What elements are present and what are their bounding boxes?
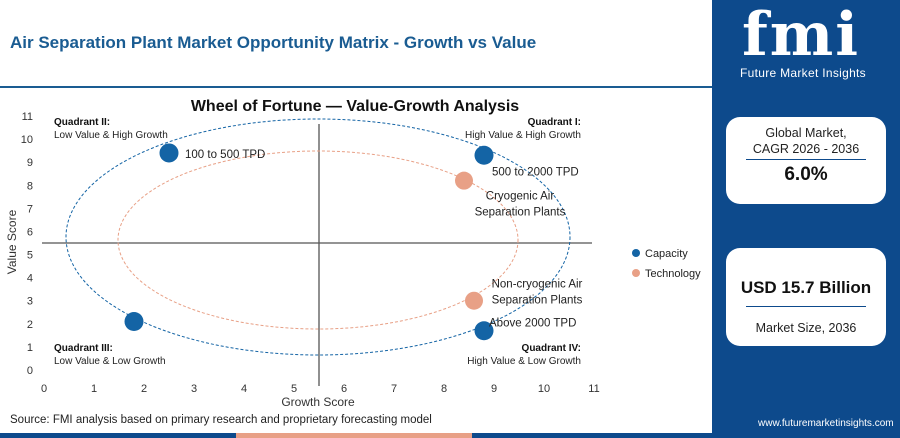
- legend-marker-capacity: [632, 249, 640, 257]
- quadrant-2-subtitle: Low Value & High Growth: [54, 130, 168, 141]
- point-label: 500 to 2000 TPD: [492, 166, 579, 178]
- bottom-bar-blue-2: [472, 433, 712, 438]
- fmi-logo: fmi: [742, 0, 861, 70]
- capacity-point: [124, 312, 144, 332]
- header-divider: [0, 86, 712, 88]
- legend-marker-technology: [632, 269, 640, 277]
- point-label: Non-cryogenic Air: [492, 279, 583, 291]
- x-tick-label: 0: [41, 383, 47, 395]
- capacity-point: [474, 321, 494, 341]
- x-tick-label: 10: [538, 383, 550, 395]
- point-label: 100 to 500 TPD: [185, 149, 265, 161]
- x-tick-label: 11: [588, 383, 599, 395]
- outer-capacity-ellipse: [65, 118, 571, 356]
- quadrant-2-title: Quadrant II:: [54, 117, 110, 128]
- x-tick-label: 1: [91, 383, 97, 395]
- quadrant-3-subtitle: Low Value & Low Growth: [54, 356, 166, 367]
- point-label: Separation Plants: [475, 207, 566, 219]
- opportunity-matrix-chart: Wheel of Fortune — Value-Growth Analysis…: [5, 98, 701, 409]
- legend-label-capacity: Capacity: [645, 248, 688, 260]
- source-note: Source: FMI analysis based on primary re…: [10, 414, 432, 426]
- x-axis-label: Growth Score: [281, 395, 355, 409]
- y-tick-label: 4: [27, 273, 33, 285]
- market-size-value: USD 15.7 Billion: [740, 278, 872, 297]
- x-tick-label: 3: [191, 383, 197, 395]
- chart-title: Wheel of Fortune — Value-Growth Analysis: [191, 98, 519, 115]
- point-label: Above 2000 TPD: [489, 318, 576, 330]
- y-tick-label: 1: [27, 342, 33, 354]
- y-tick-label: 5: [27, 250, 33, 262]
- x-tick-label: 5: [291, 383, 297, 395]
- x-tick-label: 7: [391, 383, 397, 395]
- technology-point: [455, 171, 473, 190]
- bottom-bar-blue: [0, 433, 236, 438]
- point-label: Cryogenic Air: [486, 191, 555, 203]
- technology-point: [465, 291, 483, 310]
- brand-panel: [712, 0, 900, 438]
- capacity-point: [474, 145, 494, 165]
- y-tick-label: 0: [27, 365, 33, 377]
- x-tick-label: 4: [241, 383, 247, 395]
- page-title: Air Separation Plant Market Opportunity …: [10, 33, 537, 52]
- x-tick-label: 2: [141, 383, 147, 395]
- y-tick-label: 8: [27, 180, 33, 192]
- y-tick-label: 11: [22, 111, 33, 123]
- point-label: Separation Plants: [492, 295, 583, 307]
- quadrant-1-subtitle: High Value & High Growth: [465, 130, 581, 141]
- cagr-label-line2: CAGR 2026 - 2036: [752, 142, 860, 156]
- x-tick-label: 9: [491, 383, 497, 395]
- x-tick-label: 6: [341, 383, 347, 395]
- quadrant-4-subtitle: High Value & Low Growth: [467, 356, 581, 367]
- cagr-label-line1: Global Market,: [765, 126, 847, 140]
- cagr-value: 6.0%: [784, 164, 828, 185]
- quadrant-4-title: Quadrant IV:: [522, 343, 581, 354]
- cagr-card: Global Market, CAGR 2026 - 2036 6.0%: [726, 117, 886, 204]
- y-tick-label: 9: [27, 157, 33, 169]
- bottom-bar-salmon: [236, 433, 472, 438]
- y-tick-label: 6: [27, 226, 33, 238]
- y-axis-label: Value Score: [5, 209, 19, 274]
- website-link[interactable]: www.futuremarketinsights.com: [758, 418, 894, 429]
- market-size-label: Market Size, 2036: [755, 321, 857, 335]
- y-tick-label: 7: [27, 203, 33, 215]
- market-size-card: USD 15.7 Billion Market Size, 2036: [726, 248, 886, 346]
- y-tick-label: 10: [21, 134, 33, 146]
- quadrant-3-title: Quadrant III:: [54, 343, 113, 354]
- y-tick-label: 3: [27, 296, 33, 308]
- capacity-point: [159, 143, 179, 163]
- cagr-divider: [746, 159, 866, 160]
- inner-technology-ellipse: [117, 150, 519, 330]
- x-tick-label: 8: [441, 383, 447, 395]
- logo-tagline: Future Market Insights: [740, 66, 866, 80]
- y-tick-label: 2: [27, 319, 33, 331]
- quadrant-1-title: Quadrant I:: [528, 117, 581, 128]
- market-size-divider: [746, 306, 866, 307]
- legend-label-technology: Technology: [645, 268, 701, 280]
